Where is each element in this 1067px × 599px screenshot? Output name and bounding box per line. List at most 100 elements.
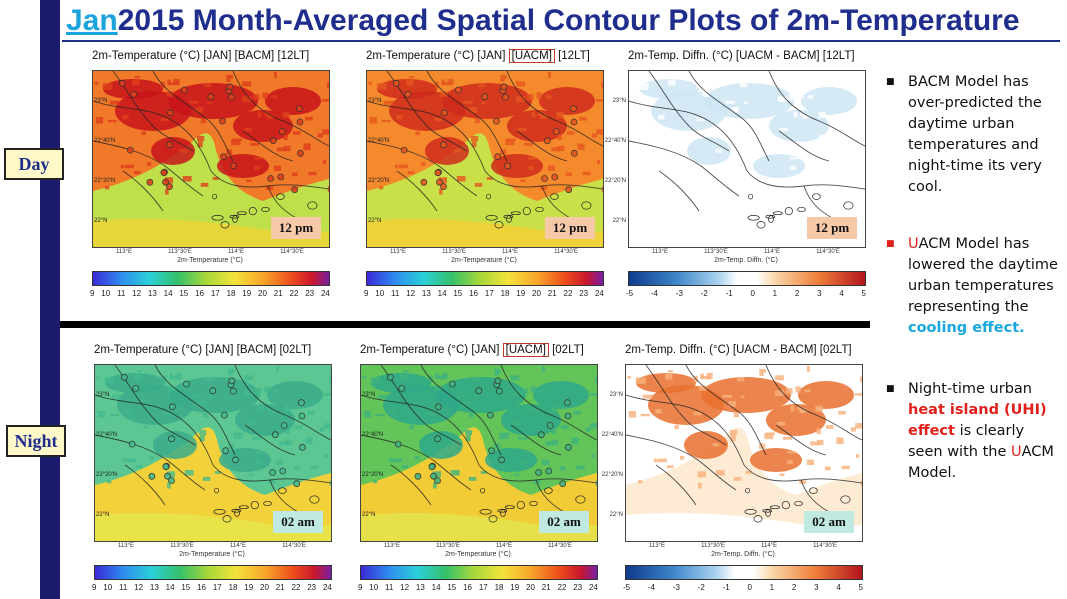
contour-map: 12 pm — [628, 70, 866, 248]
lat-tick: 22°40'N — [94, 138, 116, 144]
lon-tick: 114°E — [496, 543, 512, 549]
lat-tick: 22°20'N — [362, 472, 384, 478]
colorbar-tick: 10 — [101, 289, 111, 298]
lon-tick: 113°E — [652, 249, 668, 255]
colorbar-tick: 10 — [103, 583, 113, 592]
time-label: 12 pm — [271, 217, 321, 239]
lon-tick: 114°E — [228, 249, 244, 255]
time-label: 02 am — [539, 511, 589, 533]
colorbar-tick: 17 — [478, 583, 488, 592]
lon-tick: 114°30'E — [548, 543, 572, 549]
panel-title: 2m-Temperature (°C) [JAN] [BACM] [02LT] — [94, 344, 360, 356]
colorbar-tick-labels: 9 10 11 12 13 14 15 16 17 18 19 20 21 22 23 24 — [364, 289, 604, 298]
lon-tick: 114°E — [761, 543, 777, 549]
left-accent-bar — [40, 0, 60, 599]
panel-title-time: [12LT] — [554, 50, 590, 62]
temperature-colorbar — [366, 271, 604, 286]
colorbar-tick: -1 — [725, 289, 733, 298]
bullet-list: ■ BACM Model has over-predicted the dayt… — [880, 72, 1062, 484]
colorbar-tick: 3 — [817, 289, 822, 298]
time-label: 02 am — [273, 511, 323, 533]
lon-tick: 114°30'E — [554, 249, 578, 255]
contour-map-graphic — [95, 365, 331, 541]
colorbar-tick: 14 — [163, 289, 173, 298]
colorbar-tick: 21 — [273, 289, 283, 298]
colorbar-tick: 17 — [212, 583, 222, 592]
colorbar-tick: 9 — [358, 583, 363, 592]
square-bullet-icon: ■ — [886, 239, 895, 249]
bullet-uhi-mid: is clearly seen with the — [908, 423, 1025, 460]
lat-tick: 22°N — [362, 512, 376, 518]
lon-tick: 113°E — [384, 543, 400, 549]
lat-tick: 22°40'N — [368, 138, 390, 144]
lon-tick: 113°E — [118, 543, 134, 549]
colorbar-tick: 21 — [547, 289, 557, 298]
time-label: 12 pm — [545, 217, 595, 239]
lat-tick: 22°40'N — [362, 432, 384, 438]
colorbar-tick: 22 — [291, 583, 301, 592]
lat-tick: 23°N — [96, 392, 110, 398]
colorbar-tick: 21 — [541, 583, 551, 592]
bullet-bacm-text: BACM Model has over-predicted the daytim… — [908, 74, 1042, 195]
lon-tick: 113°30'E — [170, 543, 194, 549]
lat-tick: 22°N — [609, 512, 623, 518]
colorbar-tick: 9 — [90, 289, 95, 298]
lon-tick: 114°E — [230, 543, 246, 549]
bullet-uacm-u: U — [908, 236, 919, 252]
colorbar-tick: 20 — [526, 583, 535, 592]
colorbar-tick-labels: 9 10 11 12 13 14 15 16 17 18 19 20 21 22 23 24 — [358, 583, 598, 592]
row-divider — [60, 321, 870, 328]
colorbar-tick: 10 — [375, 289, 385, 298]
colorbar-tick: 14 — [431, 583, 441, 592]
colorbar-tick: 4 — [836, 583, 841, 592]
panel-model-box: [UACM] — [508, 49, 555, 63]
colorbar-tick: 16 — [197, 583, 206, 592]
colorbar-tick: 0 — [750, 289, 755, 298]
lon-tick: 114°30'E — [282, 543, 306, 549]
contour-map: 12 pm — [92, 70, 330, 248]
lat-tick: 22°20'N — [604, 178, 626, 184]
colorbar-tick: 15 — [453, 289, 463, 298]
lat-tick: 22°N — [96, 512, 110, 518]
lon-tick: 113°E — [390, 249, 406, 255]
colorbar-tick: -4 — [647, 583, 656, 592]
colorbar-tick: 12 — [132, 289, 142, 298]
panel-title: 2m-Temperature (°C) [JAN] [UACM] [12LT] — [366, 49, 632, 63]
panel-model-box: [UACM] — [502, 343, 549, 357]
contour-map: 02 am — [94, 364, 332, 542]
title-underline — [62, 40, 1060, 42]
colorbar-tick: -5 — [626, 289, 634, 298]
colorbar-tick: 18 — [226, 289, 236, 298]
lat-tick: 23°N — [609, 392, 623, 398]
colorbar-tick: 20 — [260, 583, 269, 592]
colorbar-tick-labels: 9 10 11 12 13 14 15 16 17 18 19 20 21 22 23 24 — [92, 583, 332, 592]
colorbar-tick: 11 — [385, 583, 394, 592]
colorbar-tick: 24 — [594, 289, 604, 298]
colorbar-tick-labels: -5 -4 -3 -2 -1 0 1 2 3 4 5 — [626, 289, 866, 298]
lon-tick: 113°30'E — [436, 543, 460, 549]
colorbar-tick: 11 — [117, 289, 126, 298]
colorbar-tick: 2 — [791, 583, 797, 592]
bullet-uacm: ■ UACM Model has lowered the daytime urb… — [880, 234, 1062, 339]
page-title: Jan2015 Month-Averaged Spatial Contour P… — [66, 4, 1062, 38]
colorbar-tick: 18 — [228, 583, 238, 592]
panel-title-text: 2m-Temperature (°C) [JAN] — [366, 50, 509, 62]
panel-title-text: 2m-Temp. Diffn. (°C) [UACM - BACM] [12LT… — [628, 50, 855, 62]
colorbar-tick: 15 — [181, 583, 191, 592]
colorbar-tick: 17 — [484, 289, 494, 298]
contour-map-graphic — [361, 365, 597, 541]
colorbar-tick: 20 — [532, 289, 541, 298]
colorbar-tick: 20 — [258, 289, 267, 298]
colorbar-tick: 24 — [322, 583, 332, 592]
temperature-colorbar — [92, 271, 330, 286]
lat-tick: 23°N — [94, 98, 108, 104]
panel-title: 2m-Temperature (°C) [JAN] [UACM] [02LT] — [360, 343, 626, 357]
panel-title: 2m-Temp. Diffn. (°C) [UACM - BACM] [02LT… — [625, 344, 891, 356]
colorbar-tick: 24 — [588, 583, 598, 592]
colorbar-tick: -3 — [672, 583, 680, 592]
colorbar-tick-labels: 9 10 11 12 13 14 15 16 17 18 19 20 21 22 23 24 — [90, 289, 330, 298]
map-axis-label: 2m-Temp. Diffn. (°C) — [714, 257, 778, 264]
bullet-uacm-highlight: cooling effect. — [908, 320, 1025, 336]
panel-title-time: [02LT] — [548, 344, 584, 356]
colorbar-tick: 19 — [244, 583, 254, 592]
